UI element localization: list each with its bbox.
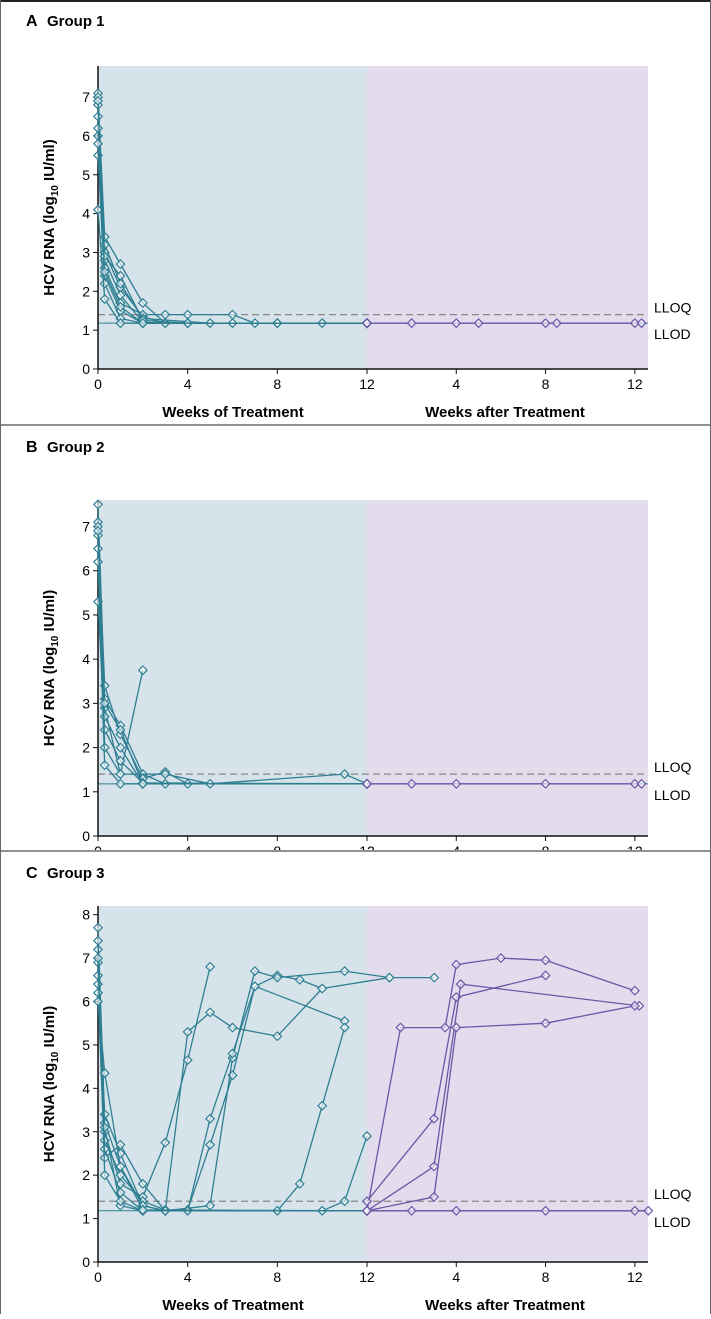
llod-label: LLOD: [654, 326, 691, 342]
x-tick-label: 12: [359, 1269, 375, 1285]
x-tick-label: 8: [542, 376, 550, 392]
panel-group-1: A Group 1 LLOQ LLOD 0 1 2 3 4 5 6 7 0 4 8 12 4 8 12 Weeks o…: [0, 0, 711, 424]
x-tick-label: 4: [452, 843, 460, 850]
panel-title: Group 2: [47, 439, 105, 456]
y-tick-label: 7: [82, 519, 90, 535]
y-tick-label: 0: [82, 361, 90, 377]
x-tick-label: 4: [184, 1269, 192, 1285]
lloq-label: LLOQ: [654, 759, 691, 775]
y-tick-label: 1: [82, 322, 90, 338]
y-axis-label: HCV RNA (log10 IU/ml): [41, 590, 61, 746]
y-tick-label: 7: [82, 89, 90, 105]
panel-title: Group 3: [47, 865, 105, 882]
x-tick-label: 12: [627, 843, 643, 850]
chart-group-3: C Group 3LLOQLLOD0123456780 4 8 12 4 8 12Weeks …: [0, 850, 711, 1314]
y-tick-label: 3: [82, 695, 90, 711]
lloq-label: LLOQ: [654, 300, 691, 316]
llod-label: LLOD: [654, 787, 691, 803]
panel-title: Group 1: [47, 13, 105, 30]
llod-label: LLOD: [654, 1214, 691, 1230]
x-tick-label: 0: [94, 376, 102, 392]
y-axis-label: HCV RNA (log10 IU/ml): [41, 1006, 61, 1162]
x-axis-label-treatment: Weeks of Treatment: [162, 1297, 303, 1314]
y-tick-label: 0: [82, 1254, 90, 1270]
x-tick-label: 12: [627, 1269, 643, 1285]
y-tick-label: 6: [82, 563, 90, 579]
panel-group-2: BGroup 2LLOQLLOD01234567048124812Weeks o…: [0, 424, 711, 850]
panel-group-3: C Group 3 LLOQ LLOD 0 1 2 3 4 5 6 7 8 0 4 8 12 4 8 12 Weeks …: [0, 850, 711, 1314]
x-axis-label-after: Weeks after Treatment: [425, 404, 585, 421]
y-tick-label: 4: [82, 206, 90, 222]
x-tick-label: 4: [452, 376, 460, 392]
y-tick-label: 5: [82, 607, 90, 623]
x-tick-label: 8: [273, 376, 281, 392]
y-tick-label: 5: [82, 167, 90, 183]
y-tick-label: 1: [82, 784, 90, 800]
x-tick-label: 4: [184, 843, 192, 850]
treatment-region: [98, 500, 367, 836]
y-tick-label: 2: [82, 1167, 90, 1183]
x-tick-label: 8: [273, 843, 281, 850]
panel-letter: C: [26, 865, 38, 882]
x-axis-label-after: Weeks after Treatment: [425, 1297, 585, 1314]
lloq-label: LLOQ: [654, 1186, 691, 1202]
y-tick-label: 0: [82, 828, 90, 844]
panel-letter: B: [26, 439, 38, 456]
y-tick-label: 1: [82, 1211, 90, 1227]
x-tick-label: 4: [184, 376, 192, 392]
y-tick-label: 2: [82, 283, 90, 299]
x-tick-label: 8: [273, 1269, 281, 1285]
y-tick-label: 4: [82, 651, 90, 667]
y-tick-label: 3: [82, 1124, 90, 1140]
y-tick-label: 6: [82, 994, 90, 1010]
chart-group-1: A Group 1LLOQLLOD012345670 4 8 12 4 8 12Weeks o…: [0, 0, 711, 424]
y-tick-label: 7: [82, 950, 90, 966]
x-tick-label: 12: [627, 376, 643, 392]
y-tick-label: 5: [82, 1037, 90, 1053]
y-tick-label: 4: [82, 1080, 90, 1096]
x-tick-label: 4: [452, 1269, 460, 1285]
y-tick-label: 3: [82, 244, 90, 260]
x-tick-label: 0: [94, 843, 102, 850]
y-tick-label: 2: [82, 740, 90, 756]
x-tick-label: 12: [359, 843, 375, 850]
x-tick-label: 12: [359, 376, 375, 392]
x-axis-label-treatment: Weeks of Treatment: [162, 404, 303, 421]
x-tick-label: 8: [542, 1269, 550, 1285]
y-tick-label: 6: [82, 128, 90, 144]
panel-letter: A: [26, 13, 38, 30]
y-tick-label: 8: [82, 907, 90, 923]
y-axis-label: HCV RNA (log10 IU/ml): [41, 139, 61, 295]
x-tick-label: 8: [542, 843, 550, 850]
x-tick-label: 0: [94, 1269, 102, 1285]
